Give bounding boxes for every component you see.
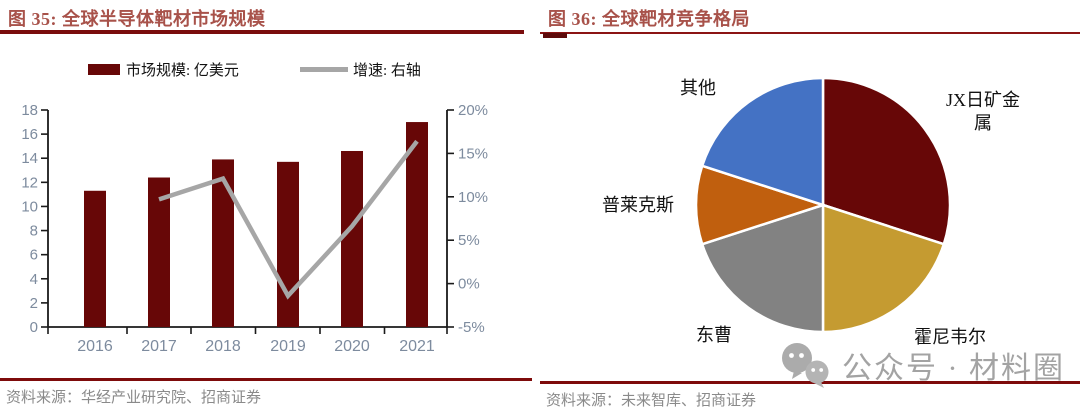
left-axis-tick-label: 0 [30,319,38,336]
pie-label-3: 普莱克斯 [602,195,674,215]
left-axis-tick-label: 12 [21,174,38,191]
legend-bar-swatch [88,64,120,75]
pie-label-1: 霍尼韦尔 [914,327,986,347]
watermark-text: 公众号 · 材料圈 [842,352,1065,385]
right-axis-tick-label: 15% [458,145,488,162]
bar-2020 [341,150,363,327]
bar-2017 [148,177,170,327]
pie-slice-4 [700,76,825,207]
bar-2019 [277,161,299,327]
left-axis-tick-label: 2 [30,295,38,312]
pie-label-0: JX日矿金属 [946,90,1020,133]
wechat-icon [782,343,829,388]
figure-35-source: 资料来源：华经产业研究院、招商证券 [6,390,262,406]
pie-slice-3 [694,164,828,246]
figure-36-title: 图 36: 全球靶材竞争格局 [548,9,750,29]
right-axis-tick-label: 10% [458,189,488,206]
left-axis-tick-label: 10 [21,198,38,215]
pie-label-4: 其他 [680,78,716,98]
left-axis-tick-label: 16 [21,126,38,143]
right-axis-tick-label: 20% [458,102,488,119]
bar-2016 [84,190,106,327]
figure-35-title-rule [0,30,524,34]
bar-line-chart: 市场规模: 亿美元 增速: 右轴 0 2 4 6 8 10 12 14 16 18 -5% 0% 5% 10%… [21,62,488,355]
figure-36-source: 资料来源：未来智库、招商证券 [546,393,757,409]
x-axis-label-2019: 2019 [270,338,306,355]
figure-35-source-rule [0,378,532,381]
figure-36-title-rule-stub [543,33,567,38]
growth-rate-line [158,139,419,300]
pie-slice-0 [821,76,952,246]
left-axis-tick-label: 18 [21,102,38,119]
figure-36-source-rule [540,381,1080,384]
left-axis-tick-label: 4 [30,271,38,288]
x-axis-label-2016: 2016 [77,338,113,355]
legend-line-label: 增速: 右轴 [353,62,421,79]
bar-2021 [406,122,428,327]
right-axis-tick-label: 0% [458,276,480,293]
x-axis-label-2017: 2017 [141,338,177,355]
right-axis-tick-label: -5% [458,319,485,336]
left-axis-tick-label: 14 [21,150,38,167]
figure-35-title: 图 35: 全球半导体靶材市场规模 [8,9,266,29]
left-axis-tick-label: 8 [30,223,38,240]
pie-label-2: 东曹 [696,325,732,345]
chart-legend: 市场规模: 亿美元 增速: 右轴 [88,62,421,79]
x-axis-label-2021: 2021 [399,338,435,355]
pie-slice-1 [821,203,946,334]
x-axis-label-2018: 2018 [205,338,241,355]
x-axis-label-2020: 2020 [334,338,370,355]
pie-slice-2 [700,203,825,334]
right-axis-tick-label: 5% [458,232,480,249]
left-axis-tick-label: 6 [30,247,38,264]
wechat-watermark: 公众号 · 材料圈 [780,341,1065,389]
legend-bar-label: 市场规模: 亿美元 [126,62,239,79]
figure-36-title-rule [540,32,1080,34]
bar-2018 [212,159,234,327]
